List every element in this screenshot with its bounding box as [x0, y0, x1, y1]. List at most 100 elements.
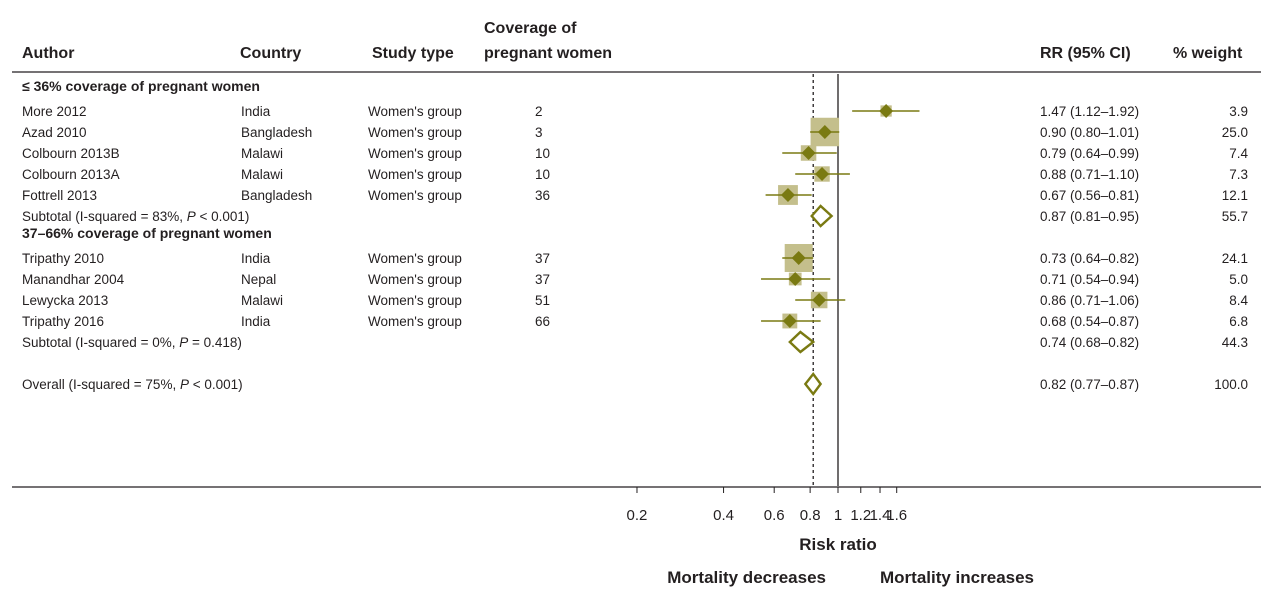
study-weight: 5.0 — [1229, 272, 1248, 287]
study-author: Tripathy 2010 — [22, 251, 104, 266]
point-estimate — [782, 314, 797, 328]
x-tick-label: 1.6 — [886, 507, 907, 524]
study-coverage: 37 — [535, 251, 550, 266]
forest-rows: ≤ 36% coverage of pregnant women More 201… — [22, 74, 1248, 486]
point-estimate — [801, 146, 816, 160]
study-coverage: 51 — [535, 293, 550, 308]
x-tick-label: 0.8 — [800, 507, 821, 524]
overall-label-prefix: Overall (I-squared = 75%, — [22, 377, 180, 392]
study-type: Women's group — [368, 272, 462, 287]
point-estimate — [791, 251, 806, 265]
study-type: Women's group — [368, 293, 462, 308]
study-weight: 6.8 — [1229, 314, 1248, 329]
study-type: Women's group — [368, 251, 462, 266]
study-weight: 7.4 — [1229, 146, 1248, 161]
subtotal-diamond — [810, 204, 834, 228]
header-rr: RR (95% CI) — [1040, 45, 1131, 62]
study-weight: 8.4 — [1229, 293, 1248, 308]
overall-label: Overall (I-squared = 75%, P < 0.001) — [22, 377, 243, 392]
subtotal-label-p: P — [187, 209, 196, 224]
header-country: Country — [240, 45, 301, 62]
study-author: Tripathy 2016 — [22, 314, 104, 329]
header-weight: % weight — [1173, 45, 1243, 62]
study-weight: 12.1 — [1222, 188, 1248, 203]
study-country: Bangladesh — [241, 125, 312, 140]
study-author: Manandhar 2004 — [22, 272, 125, 287]
point-estimate — [788, 272, 803, 286]
study-author: Colbourn 2013A — [22, 167, 120, 182]
x-axis-label: Risk ratio — [799, 535, 876, 554]
x-tick-label: 0.4 — [713, 507, 734, 524]
study-coverage: 37 — [535, 272, 550, 287]
overall-ci: 0.82 (0.77–0.87) — [1040, 377, 1139, 392]
subtotal-label-suffix: = 0.418) — [188, 335, 242, 350]
point-estimate — [879, 104, 894, 118]
study-ci: 0.68 (0.54–0.87) — [1040, 314, 1139, 329]
header-study-type: Study type — [372, 45, 454, 62]
overall-diamond — [803, 372, 823, 396]
study-author: Fottrell 2013 — [22, 188, 97, 203]
study-ci: 0.88 (0.71–1.10) — [1040, 167, 1139, 182]
study-weight: 24.1 — [1222, 251, 1248, 266]
study-weight: 3.9 — [1229, 104, 1248, 119]
study-ci: 0.71 (0.54–0.94) — [1040, 272, 1139, 287]
overall-weight: 100.0 — [1214, 377, 1248, 392]
study-coverage: 10 — [535, 146, 550, 161]
study-ci: 0.67 (0.56–0.81) — [1040, 188, 1139, 203]
study-country: India — [241, 314, 271, 329]
subtotal-ci: 0.74 (0.68–0.82) — [1040, 335, 1139, 350]
study-ci: 0.86 (0.71–1.06) — [1040, 293, 1139, 308]
study-type: Women's group — [368, 314, 462, 329]
study-weight: 7.3 — [1229, 167, 1248, 182]
subtotal-weight: 55.7 — [1222, 209, 1248, 224]
subtotal-label-p: P — [179, 335, 188, 350]
study-country: India — [241, 251, 271, 266]
study-coverage: 66 — [535, 314, 550, 329]
subtotal-label: Subtotal (I-squared = 0%, P = 0.418) — [22, 335, 242, 350]
annotation-mortality-decreases: Mortality decreases — [667, 568, 826, 587]
study-type: Women's group — [368, 167, 462, 182]
header-author: Author — [22, 45, 74, 62]
x-tick-label: 0.2 — [627, 507, 648, 524]
study-author: More 2012 — [22, 104, 87, 119]
study-type: Women's group — [368, 104, 462, 119]
group-heading: 37–66% coverage of pregnant women — [22, 225, 272, 241]
subtotal-diamond — [788, 330, 816, 354]
x-tick-label: 1.2 — [850, 507, 871, 524]
point-estimate — [815, 167, 830, 181]
group-heading: ≤ 36% coverage of pregnant women — [22, 78, 260, 94]
x-axis-ticks: 0.2 0.4 0.6 0.8 1 1.21.41.6 — [627, 487, 907, 524]
study-country: Nepal — [241, 272, 276, 287]
subtotal-label-suffix: < 0.001) — [196, 209, 250, 224]
overall-label-suffix: < 0.001) — [189, 377, 243, 392]
point-estimate — [780, 188, 795, 202]
study-ci: 0.90 (0.80–1.01) — [1040, 125, 1139, 140]
study-country: Bangladesh — [241, 188, 312, 203]
annotation-mortality-increases: Mortality increases — [880, 568, 1034, 587]
study-country: Malawi — [241, 167, 283, 182]
study-country: Malawi — [241, 146, 283, 161]
study-coverage: 3 — [535, 125, 543, 140]
study-type: Women's group — [368, 125, 462, 140]
point-estimate — [817, 125, 832, 139]
study-author: Lewycka 2013 — [22, 293, 108, 308]
x-tick-label: 0.6 — [764, 507, 785, 524]
study-ci: 0.79 (0.64–0.99) — [1040, 146, 1139, 161]
point-estimate — [812, 293, 827, 307]
study-coverage: 2 — [535, 104, 543, 119]
study-type: Women's group — [368, 146, 462, 161]
x-tick-label: 1 — [834, 507, 842, 524]
subtotal-label-prefix: Subtotal (I-squared = 0%, — [22, 335, 179, 350]
subtotal-label: Subtotal (I-squared = 83%, P < 0.001) — [22, 209, 249, 224]
study-author: Colbourn 2013B — [22, 146, 120, 161]
study-author: Azad 2010 — [22, 125, 87, 140]
study-ci: 1.47 (1.12–1.92) — [1040, 104, 1139, 119]
study-coverage: 10 — [535, 167, 550, 182]
subtotal-ci: 0.87 (0.81–0.95) — [1040, 209, 1139, 224]
study-weight: 25.0 — [1222, 125, 1248, 140]
x-tick-label: 1.4 — [870, 507, 891, 524]
subtotal-label-prefix: Subtotal (I-squared = 83%, — [22, 209, 187, 224]
overall-label-p: P — [180, 377, 189, 392]
header-coverage-line2: pregnant women — [484, 45, 612, 62]
